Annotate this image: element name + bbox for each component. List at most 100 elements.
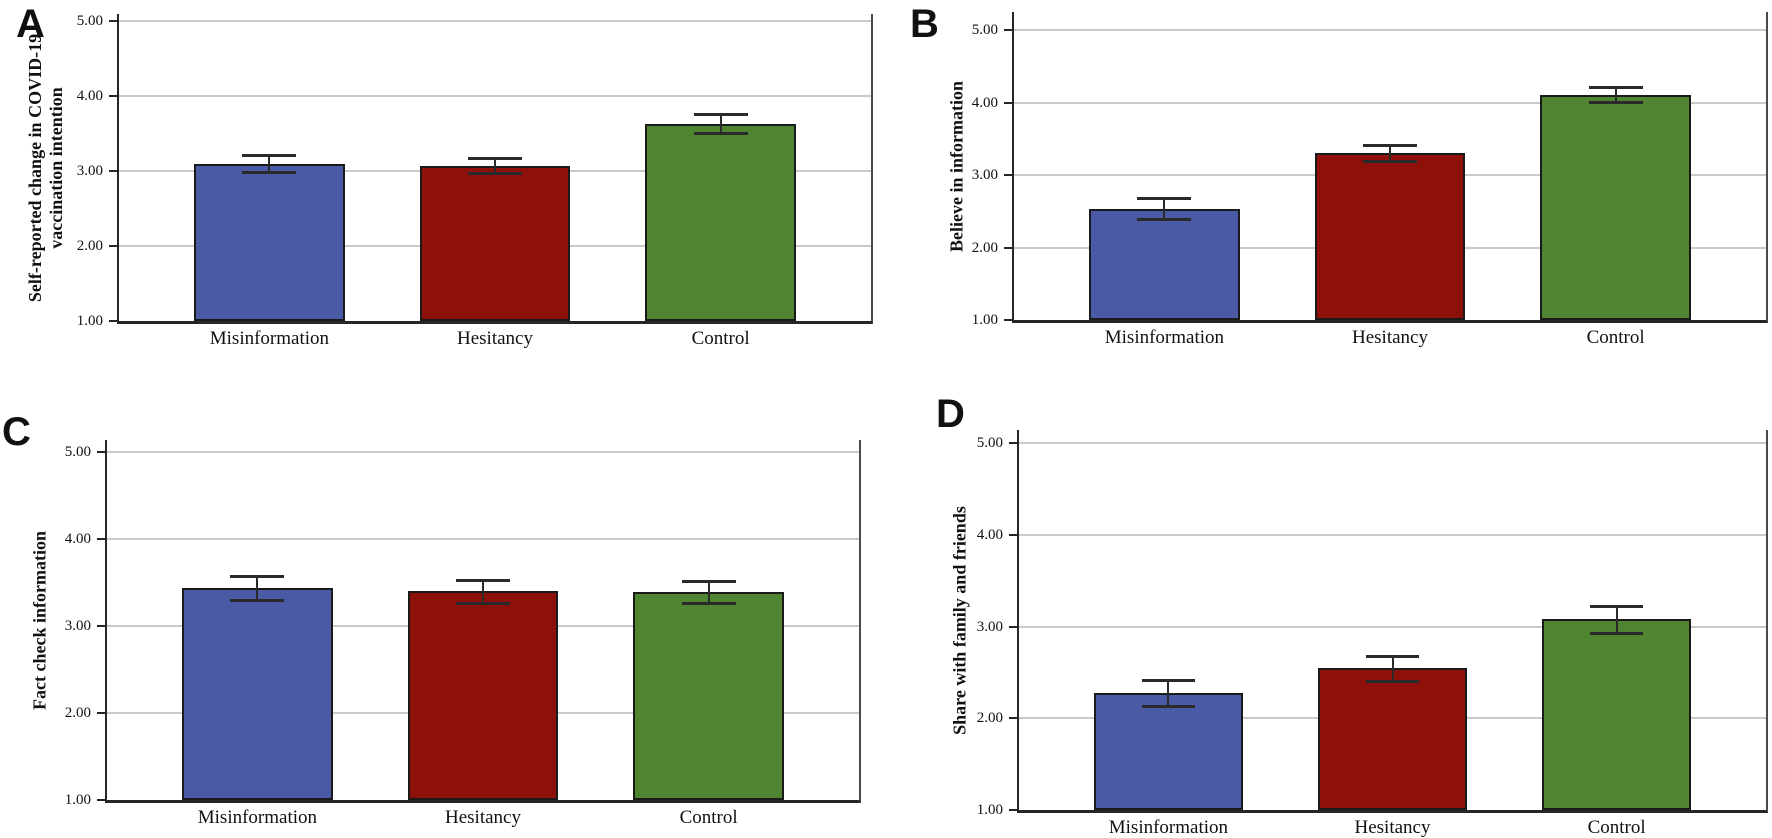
error-bar-cap-top [467, 157, 523, 161]
error-bar-cap-top [242, 153, 297, 157]
x-tick-label: Misinformation [1104, 327, 1225, 348]
gridline [107, 451, 859, 453]
bar-misinformation [182, 587, 333, 800]
y-tick-mark [1004, 319, 1012, 321]
plot-area-panel-a: 5.00 4.00 3.00 2.00 1.00 Misinformation Hesita… [77, 13, 873, 349]
y-tick-mark [1004, 174, 1012, 176]
y-tick-mark [1009, 442, 1017, 444]
y-tick-mark [1004, 101, 1012, 104]
bar-control [633, 592, 784, 800]
y-tick-label: 1.00 [76, 313, 103, 329]
bar-control [1540, 94, 1691, 320]
x-tick-label: Hesitancy [457, 328, 533, 349]
x-tick-label: Misinformation [209, 328, 330, 349]
y-tick-mark [109, 170, 117, 172]
y-tick-mark [1009, 717, 1017, 720]
error-bar-stem [719, 114, 722, 133]
y-tick-label: 5.00 [976, 435, 1003, 451]
plot-area-panel-b: 5.00 4.00 3.00 2.00 1.00 Misinformation Hesita… [972, 12, 1768, 348]
error-bar-stem [494, 158, 496, 174]
error-bar-cap-bottom [230, 598, 285, 602]
error-bar-cap-bottom [693, 131, 748, 135]
error-bar-cap-top [455, 578, 511, 582]
error-bar-cap-top [693, 113, 748, 116]
panel-letter-c: C [2, 410, 31, 454]
y-tick-label: 4.00 [971, 94, 998, 111]
y-tick-mark [97, 799, 105, 801]
y-tick-label: 2.00 [971, 239, 998, 256]
error-bar-cap-bottom [1362, 159, 1418, 163]
error-bar-cap-top [1141, 678, 1196, 682]
error-bar-stem [707, 580, 710, 604]
gridline [1014, 29, 1766, 31]
error-bar-cap-bottom [681, 602, 736, 606]
y-tick-label: 1.00 [64, 792, 91, 808]
error-bar-cap-top [1365, 654, 1420, 658]
error-bar-cap-bottom [467, 172, 523, 176]
y-tick-label: 5.00 [76, 13, 103, 29]
bar-hesitancy [407, 591, 559, 800]
y-tick-label: 5.00 [64, 444, 91, 460]
x-tick-label: Hesitancy [1352, 327, 1428, 348]
gridline [107, 538, 859, 540]
error-bar-cap-top [681, 579, 736, 583]
gridline [1019, 442, 1766, 444]
y-tick-label: 4.00 [76, 88, 103, 104]
error-bar-cap-bottom [242, 170, 297, 174]
x-tick-label: Misinformation [197, 807, 318, 828]
x-tick-label: Hesitancy [445, 807, 521, 828]
y-tick-label: 3.00 [64, 618, 91, 634]
y-tick-label: 3.00 [976, 618, 1003, 635]
error-bar-cap-bottom [1589, 631, 1644, 635]
error-bar-stem [482, 579, 484, 603]
error-bar-cap-bottom [1141, 705, 1196, 709]
y-tick-mark [1009, 809, 1017, 811]
x-tick-label: Control [1586, 327, 1645, 348]
x-tick-label: Hesitancy [1354, 817, 1431, 838]
y-tick-label: 1.00 [976, 802, 1003, 818]
error-bar-stem [1389, 144, 1391, 161]
error-bar-stem [1167, 679, 1170, 707]
plot-area-panel-c: 5.00 4.00 3.00 2.00 1.00 Misinformation Hesita… [65, 440, 861, 828]
y-tick-mark [97, 712, 105, 714]
error-bar-cap-bottom [455, 601, 511, 605]
y-tick-mark [109, 320, 117, 322]
y-tick-mark [1009, 625, 1017, 628]
panel-letter-d: D [936, 392, 965, 436]
error-bar-cap-bottom [1588, 100, 1643, 104]
error-bar-stem [1163, 198, 1166, 220]
y-tick-label: 2.00 [976, 710, 1003, 727]
y-tick-mark [97, 451, 105, 453]
y-tick-mark [1004, 29, 1012, 31]
bar-control [645, 123, 796, 321]
y-tick-mark [1004, 246, 1012, 249]
error-bar-cap-top [230, 574, 285, 578]
bar-hesitancy [1314, 152, 1466, 320]
y-tick-label: 3.00 [971, 167, 998, 183]
bar-misinformation [1089, 209, 1240, 320]
error-bar-cap-top [1362, 143, 1418, 147]
error-bar-stem [1614, 87, 1617, 102]
error-bar-cap-top [1588, 86, 1643, 90]
panel-letter-b: B [910, 2, 939, 46]
error-bar-stem [256, 575, 259, 600]
x-tick-label: Control [679, 807, 738, 828]
y-tick-mark [109, 95, 117, 97]
panel-letter-a: A [16, 2, 45, 46]
bar-control [1541, 619, 1692, 810]
error-bar-stem [1391, 655, 1394, 681]
x-tick-label: Control [1587, 817, 1646, 838]
gridline [119, 20, 871, 22]
x-tick-label: Misinformation [1108, 817, 1229, 838]
x-tick-label: Control [691, 328, 750, 349]
error-bar-cap-bottom [1137, 218, 1192, 222]
error-bar-cap-bottom [1365, 679, 1420, 683]
bar-misinformation [194, 163, 345, 321]
plot-area-panel-d: 5.00 4.00 3.00 2.00 1.00 Misinformation Hesita… [977, 430, 1768, 838]
error-bar-stem [1615, 606, 1618, 633]
y-tick-label: 4.00 [64, 531, 91, 547]
y-tick-label: 5.00 [971, 22, 998, 38]
gridline [1019, 533, 1766, 536]
bar-hesitancy [419, 165, 571, 321]
